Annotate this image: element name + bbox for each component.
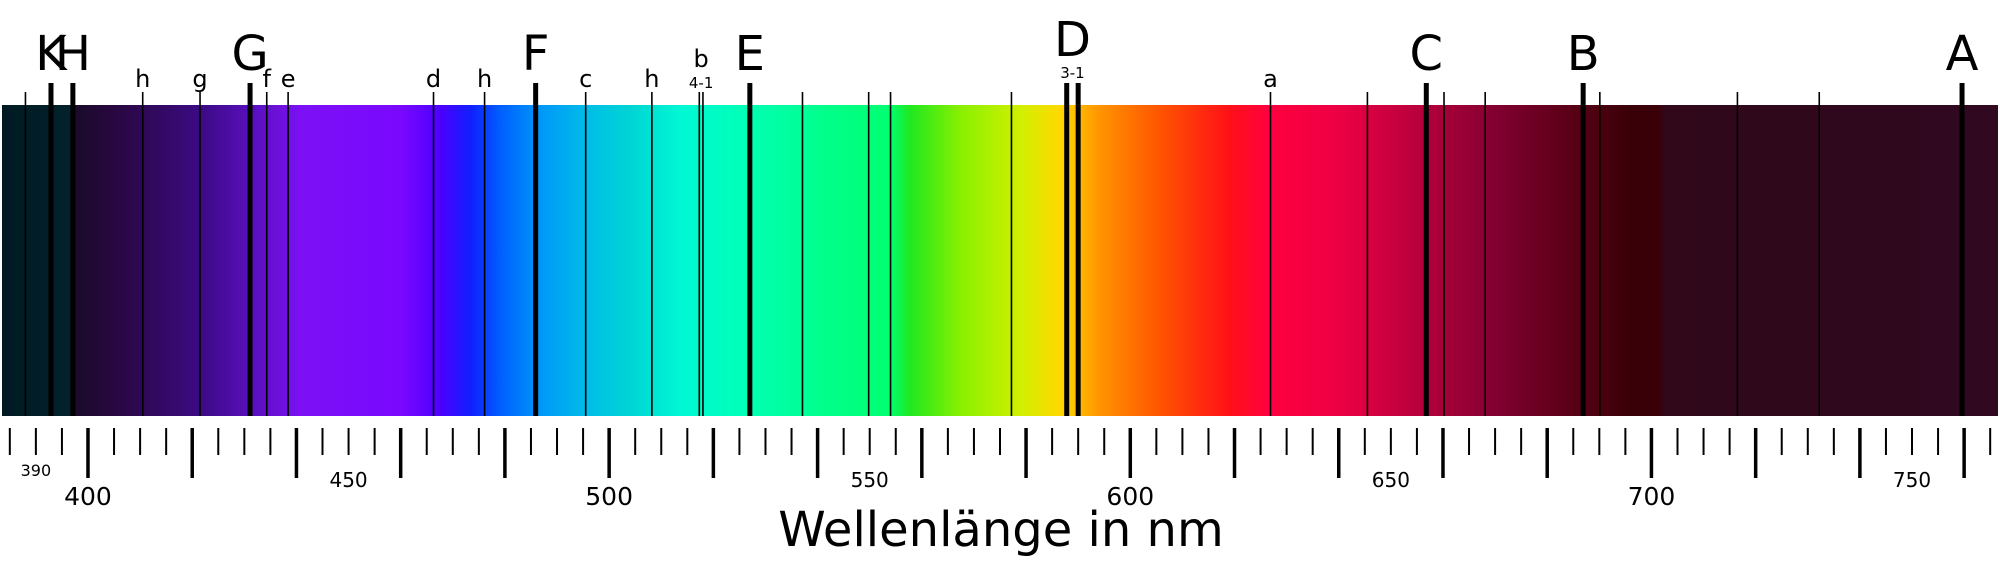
axis-title: Wellenlänge in nm <box>778 502 1223 558</box>
line-label: d <box>426 65 441 93</box>
line-label: a <box>1263 65 1278 93</box>
x-tick-label: 600 <box>1106 482 1154 511</box>
line-label: A <box>1946 26 1979 82</box>
line-label: h <box>477 65 492 93</box>
line-label: F <box>522 26 550 82</box>
line-label: H <box>55 26 91 82</box>
line-label: e <box>281 65 296 93</box>
line-label: K <box>35 26 68 82</box>
line-label: B <box>1567 26 1600 82</box>
line-sublabel: 3-1 <box>1060 64 1085 82</box>
line-sublabel: 4-1 <box>689 74 714 92</box>
x-tick-label: 390 <box>21 461 52 480</box>
line-label: E <box>735 26 765 82</box>
line-label: h <box>644 65 659 93</box>
spectrum-band <box>2 105 1998 416</box>
x-tick-label: 400 <box>64 482 112 511</box>
x-tick-label: 450 <box>329 468 367 492</box>
line-label: D <box>1054 12 1091 68</box>
line-label: f <box>263 65 272 93</box>
line-label: C <box>1410 26 1444 82</box>
line-label: h <box>135 65 150 93</box>
x-tick-label: 550 <box>851 468 889 492</box>
line-label: b <box>694 45 709 73</box>
x-tick-label: 750 <box>1893 468 1931 492</box>
line-label: g <box>192 65 207 93</box>
x-tick-label: 500 <box>585 482 633 511</box>
x-tick-label: 700 <box>1628 482 1676 511</box>
line-label: c <box>579 65 592 93</box>
x-tick-label: 650 <box>1372 468 1410 492</box>
line-label: G <box>231 26 268 82</box>
